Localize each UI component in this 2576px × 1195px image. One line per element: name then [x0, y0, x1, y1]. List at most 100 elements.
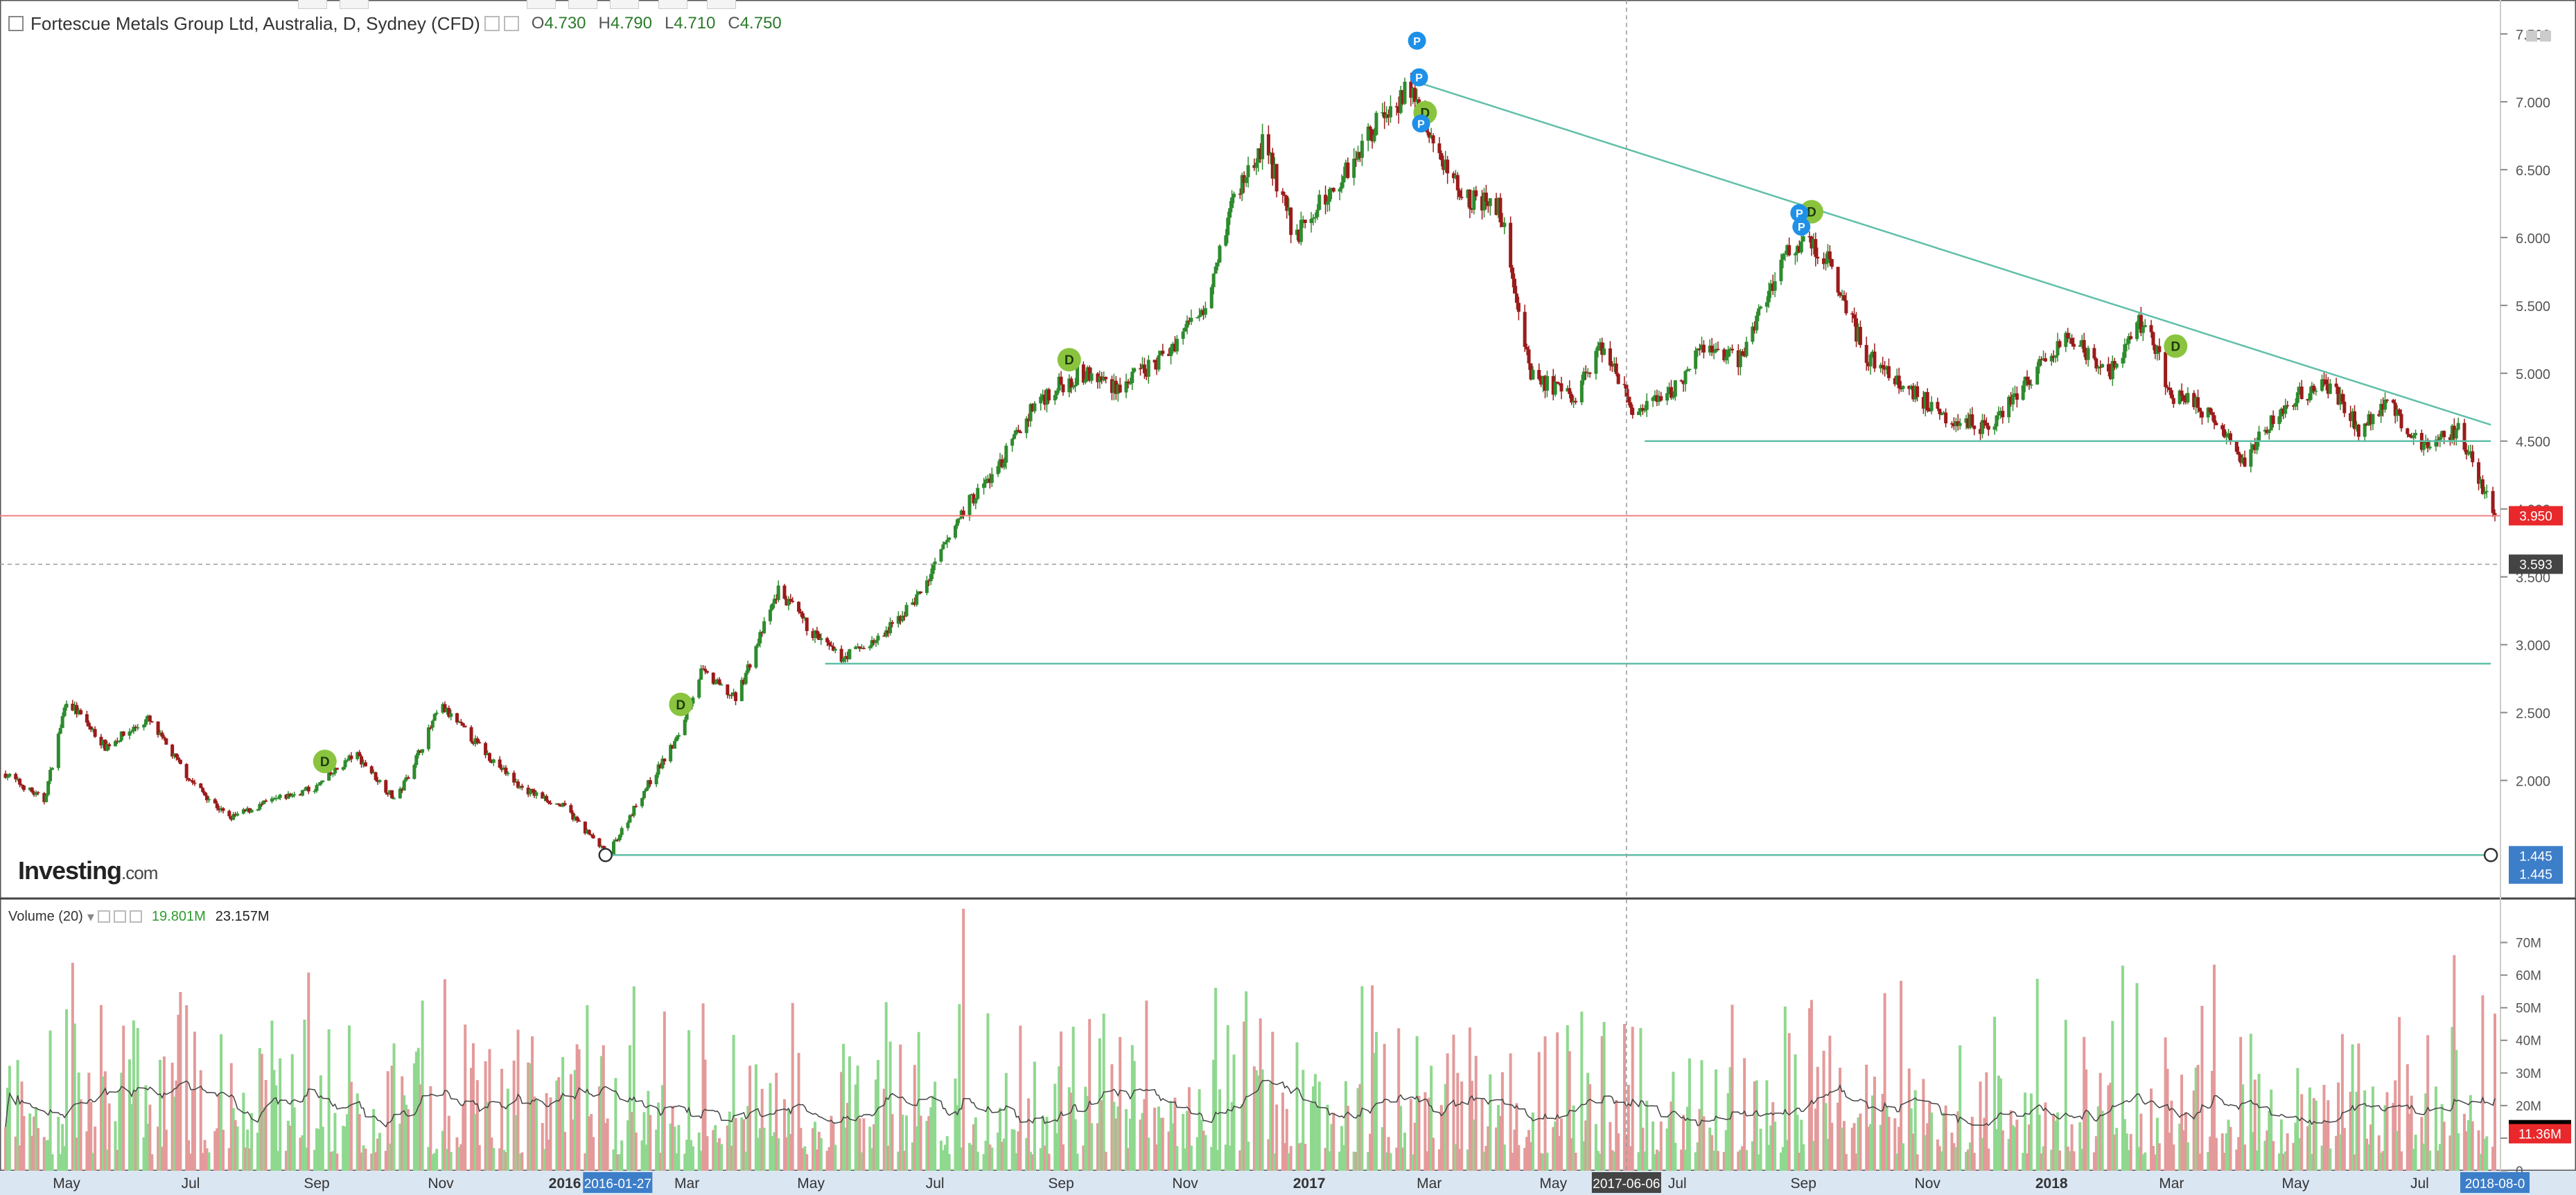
- candle: [1287, 198, 1291, 216]
- candle: [506, 770, 510, 777]
- candle: [569, 803, 573, 814]
- close-icon[interactable]: [129, 910, 142, 923]
- toolbar-tool-1[interactable]: [298, 0, 327, 9]
- volume-bar: [2042, 1146, 2045, 1171]
- candle-body: [1413, 87, 1417, 103]
- volume-bar: [1802, 1144, 1805, 1171]
- volume-bar: [417, 1047, 420, 1171]
- restore-icon[interactable]: [2540, 30, 2551, 42]
- candle: [1999, 407, 2003, 419]
- toolbar-tool-4[interactable]: [568, 0, 597, 9]
- dividend-marker-label: D: [320, 755, 330, 770]
- volume-bar: [2150, 1088, 2153, 1171]
- candle-body: [931, 564, 935, 574]
- maximize-icon[interactable]: [2526, 30, 2537, 42]
- format-icon[interactable]: [503, 16, 519, 31]
- toolbar-tool-5[interactable]: [610, 0, 639, 9]
- candle-body: [1285, 195, 1289, 211]
- candle-body: [1480, 196, 1484, 211]
- collapse-icon[interactable]: [8, 16, 24, 31]
- volume-bar: [157, 1126, 160, 1171]
- candle: [1970, 407, 1974, 427]
- volume-bar: [1839, 1068, 1842, 1171]
- candle: [1403, 78, 1407, 105]
- volume-bar: [531, 1036, 534, 1171]
- time-axis-badge-label: 2016-01-27: [584, 1177, 651, 1192]
- candle: [982, 477, 986, 495]
- volume-bar: [929, 1107, 933, 1171]
- settings-icon[interactable]: [113, 910, 126, 923]
- candle-body: [1844, 300, 1848, 314]
- toolbar-tool-3[interactable]: [527, 0, 556, 9]
- candle-body: [390, 790, 394, 799]
- candle-body: [445, 708, 449, 713]
- volume-bar: [1883, 993, 1886, 1171]
- candle-body: [1112, 380, 1116, 393]
- candle-body: [1031, 404, 1035, 411]
- volume-bar: [628, 1045, 631, 1171]
- candle-body: [489, 761, 493, 763]
- candle: [2308, 387, 2312, 403]
- candle-body: [843, 656, 848, 659]
- volume-bar: [875, 1079, 878, 1171]
- candle-body: [276, 797, 280, 799]
- candle: [1139, 363, 1143, 376]
- volume-bar: [256, 1133, 259, 1171]
- volume-bar: [2398, 1017, 2401, 1171]
- volume-bar: [284, 1151, 288, 1171]
- candle-body: [1642, 409, 1647, 411]
- toolbar-tool-6[interactable]: [658, 0, 687, 9]
- volume-bar: [1613, 1151, 1616, 1171]
- volume-bar: [762, 1127, 766, 1171]
- settings-icon[interactable]: [484, 16, 500, 31]
- visibility-icon[interactable]: [97, 910, 110, 923]
- candle: [1326, 196, 1330, 212]
- volume-bar: [1822, 1050, 1825, 1171]
- candle-body: [1570, 393, 1574, 403]
- candle-body: [815, 630, 819, 634]
- candle-body: [575, 816, 579, 821]
- candle-body: [2238, 454, 2243, 463]
- candle: [1714, 342, 1718, 354]
- candle: [1358, 151, 1362, 162]
- candle: [915, 590, 919, 607]
- volume-bar: [1885, 1106, 1889, 1171]
- x-tick-label: May: [2282, 1176, 2310, 1192]
- candle-body: [1352, 159, 1356, 178]
- volume-bar: [134, 1092, 137, 1171]
- candle-body: [89, 726, 93, 730]
- candle-body: [1579, 380, 1584, 402]
- candle: [856, 643, 860, 648]
- chevron-down-icon[interactable]: ▾: [87, 909, 94, 925]
- volume-bar: [303, 1019, 306, 1171]
- volume-bar: [960, 1147, 963, 1171]
- volume-bar: [441, 1131, 444, 1171]
- candle-body: [1303, 220, 1307, 223]
- candle: [1000, 454, 1004, 469]
- candle: [2349, 405, 2353, 428]
- volume-bar: [931, 1095, 935, 1171]
- candle-body: [1873, 351, 1877, 369]
- candle: [1683, 370, 1688, 392]
- x-tick-label: Jul: [926, 1176, 945, 1192]
- candle: [414, 753, 419, 768]
- volume-bar: [1857, 1117, 1860, 1171]
- volume-bar: [691, 1146, 694, 1171]
- candle-body: [872, 640, 876, 644]
- volume-bar: [1143, 1099, 1146, 1171]
- volume-bar: [1273, 1153, 1277, 1171]
- candle-body: [982, 483, 986, 488]
- volume-bar: [1302, 1070, 1305, 1171]
- candle-body: [762, 621, 766, 634]
- volume-bar: [956, 1105, 959, 1171]
- dividend-marker: D: [669, 692, 693, 716]
- volume-bar: [2300, 1094, 2304, 1171]
- candle-body: [1202, 310, 1206, 315]
- toolbar-tool-2[interactable]: [340, 0, 369, 9]
- volume-bar: [1289, 1146, 1293, 1171]
- volume-bar: [1566, 1025, 1569, 1171]
- toolbar-tool-7[interactable]: [707, 0, 736, 9]
- candle: [299, 793, 303, 796]
- candle: [583, 821, 587, 835]
